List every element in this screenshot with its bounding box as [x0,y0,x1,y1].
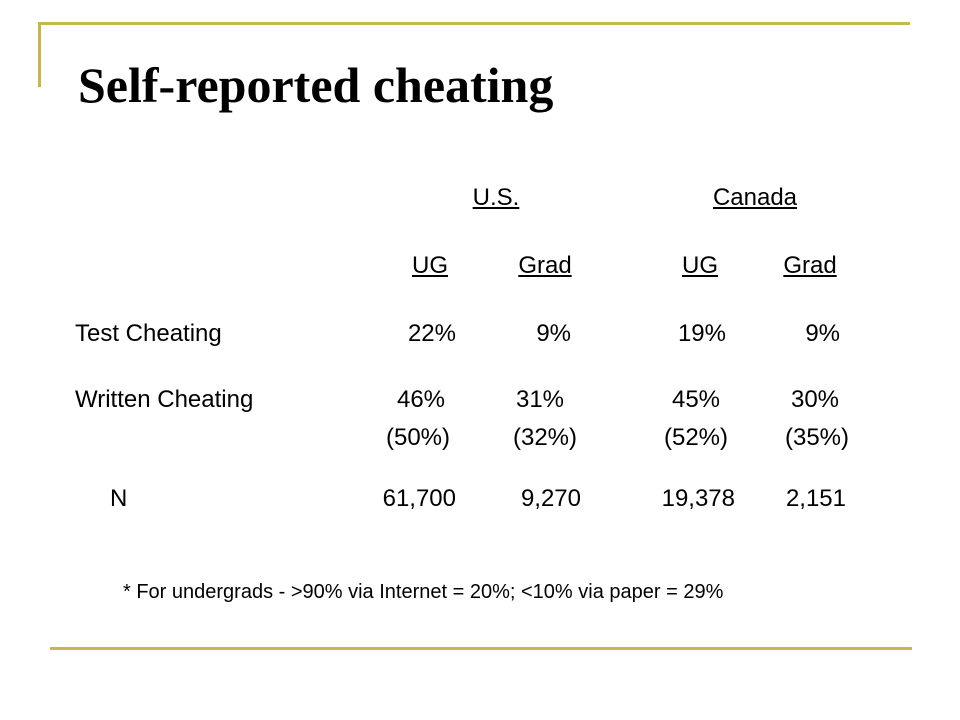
table-cell: 22% [407,320,456,347]
subheader-us-ug: UG [412,252,448,279]
subheader-us-grad: Grad [518,252,572,279]
table-cell: 9% [805,320,840,347]
subheader-canada-grad: Grad [783,252,837,279]
table-cell: 19,378 [661,485,735,512]
table-cell: 9% [536,320,571,347]
table-cell-sub: (52%) [663,424,729,451]
decorative-rule-bottom [50,647,912,650]
group-header-canada: Canada [712,184,798,211]
table-cell: 31% [515,386,565,413]
table-cell-sub: (32%) [512,424,578,451]
group-header-us: U.S. [472,184,520,211]
table-cell: 9,270 [520,485,581,512]
table-cell: 45% [671,386,721,413]
decorative-rule-left [38,22,41,87]
row-label-n: N [110,485,128,512]
slide-title: Self-reported cheating [78,57,554,113]
row-label-test-cheating: Test Cheating [75,320,222,347]
table-cell: 61,700 [382,485,456,512]
footnote: * For undergrads - >90% via Internet = 2… [123,581,724,603]
table-cell: 2,151 [785,485,846,512]
table-cell: 30% [790,386,840,413]
table-cell-sub: (50%) [385,424,451,451]
table-cell: 19% [677,320,726,347]
subheader-canada-ug: UG [682,252,718,279]
table-cell: 46% [396,386,446,413]
decorative-rule-top [38,22,910,25]
row-label-written-cheating: Written Cheating [75,386,254,413]
table-cell-sub: (35%) [784,424,850,451]
